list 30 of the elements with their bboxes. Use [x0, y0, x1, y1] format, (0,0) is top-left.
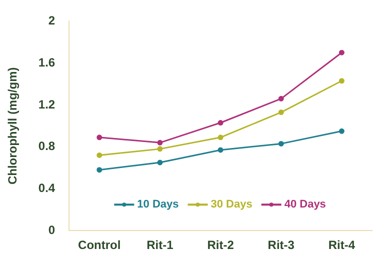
point — [218, 147, 224, 153]
y-tick-label: 1.2 — [38, 97, 56, 112]
x-tick-label: Control — [78, 238, 121, 252]
legend-label: 40 Days — [284, 198, 326, 211]
point — [96, 167, 102, 173]
legend-label: 30 Days — [210, 198, 252, 211]
y-tick-label: 0 — [48, 222, 56, 237]
x-tick-label: Rit-3 — [268, 238, 295, 252]
y-axis-title: Chlorophyll (mg/gm) — [6, 67, 20, 185]
y-tick-label: 0.8 — [38, 139, 56, 154]
point — [218, 134, 224, 140]
point — [157, 140, 163, 146]
point — [278, 140, 284, 146]
y-tick-label: 0.4 — [38, 181, 56, 196]
point — [278, 110, 284, 116]
y-tick-label: 2 — [48, 14, 56, 28]
point — [218, 120, 224, 126]
point — [96, 134, 102, 140]
y-tick-label: 1.6 — [38, 55, 56, 70]
x-tick-label: Rit-4 — [328, 238, 356, 252]
point — [157, 146, 163, 152]
point — [338, 50, 344, 56]
point — [278, 96, 284, 102]
point — [338, 78, 344, 84]
point — [338, 128, 344, 134]
x-tick-label: Rit-1 — [146, 238, 174, 252]
legend-label: 10 Days — [137, 198, 179, 211]
point — [157, 160, 163, 166]
x-tick-label: Rit-2 — [207, 238, 234, 252]
point — [96, 152, 102, 158]
